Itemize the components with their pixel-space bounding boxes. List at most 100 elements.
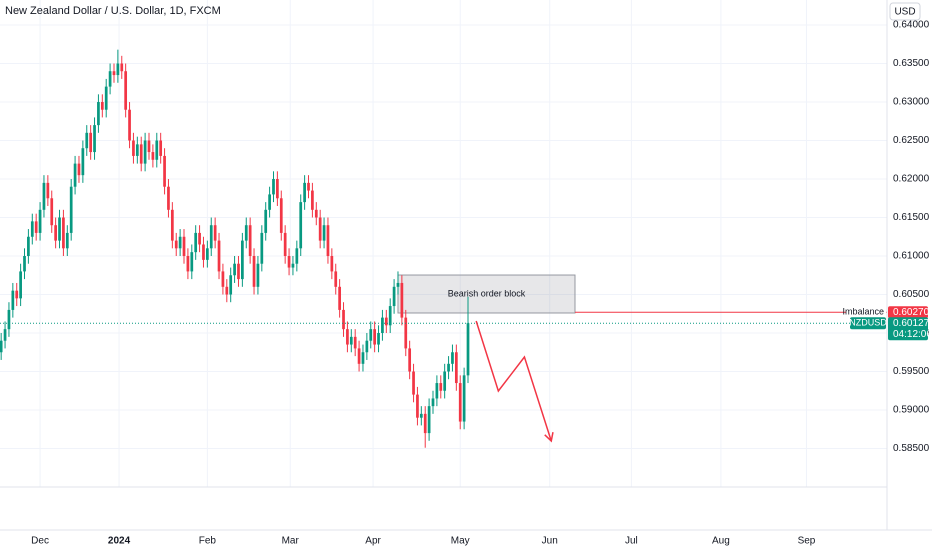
candle-body (213, 225, 217, 241)
candle-body (295, 248, 299, 264)
candle-body (272, 179, 275, 195)
candle-body (283, 232, 287, 257)
candle-body (3, 329, 7, 341)
candle-body (256, 263, 260, 287)
candle-body (132, 140, 135, 156)
candle-body (384, 317, 388, 326)
candle-body (19, 271, 22, 299)
candle-body (287, 256, 291, 268)
candle-body (167, 186, 170, 210)
candle-body (217, 240, 221, 272)
candle-body (23, 256, 26, 272)
imbalance-price: 0.60270 (893, 307, 930, 318)
projection-arrowhead (544, 432, 554, 443)
imbalance-price-tag (888, 306, 928, 319)
candle-body (408, 348, 412, 372)
candle-body (326, 225, 330, 257)
candle-body (334, 271, 338, 287)
candle-body (454, 352, 458, 384)
candle-body (279, 198, 283, 233)
candle-body (248, 225, 252, 257)
candle-body (447, 363, 450, 372)
candle-body (439, 383, 443, 391)
x-tick-label: 2024 (108, 536, 131, 547)
x-tick-label: Jul (625, 536, 638, 547)
x-tick-label: Dec (31, 536, 49, 547)
candle-body (346, 329, 349, 345)
candle-body (338, 286, 341, 310)
order-block-label: Bearish order block (448, 288, 526, 298)
candle-body (54, 225, 57, 241)
candle-body (435, 383, 439, 399)
candle-body (291, 263, 295, 268)
candle-body (89, 132, 93, 153)
candle-body (34, 221, 38, 233)
candle-body (276, 179, 279, 199)
candle-body (135, 144, 139, 156)
candle-body (69, 186, 73, 233)
candle-body (209, 225, 213, 249)
candle-body (205, 248, 209, 260)
y-tick-label: 0.62500 (893, 135, 930, 146)
imbalance-name: Imbalance (842, 307, 884, 317)
countdown: 04:12:06 (893, 329, 932, 340)
candle-body (307, 182, 310, 191)
x-tick-label: Mar (282, 536, 300, 547)
candle-body (303, 182, 306, 203)
currency-button[interactable] (889, 2, 921, 21)
candle-body (431, 398, 435, 407)
candle-body (104, 86, 108, 110)
candle-body (443, 371, 447, 391)
candle-body (93, 125, 96, 153)
x-tick-label: Feb (199, 536, 217, 547)
y-tick-label: 0.59000 (893, 405, 930, 416)
candle-body (7, 309, 11, 330)
y-tick-label: 0.58500 (893, 443, 930, 454)
candle-body (58, 217, 61, 241)
candle-body (27, 236, 30, 257)
candle-body (100, 102, 104, 110)
candle-body (174, 240, 178, 249)
candle-body (77, 163, 81, 176)
candle-body (182, 236, 186, 257)
candle-body (396, 282, 400, 287)
candle-body (404, 317, 408, 349)
candle-body (81, 148, 85, 176)
y-tick-label: 0.59500 (893, 366, 930, 377)
x-tick-label: Sep (798, 536, 816, 547)
y-tick-label: 0.61500 (893, 212, 930, 223)
candle-body (311, 190, 314, 210)
candle-body (190, 252, 194, 272)
candle-body (143, 140, 147, 164)
candle-body (412, 371, 415, 395)
candle-body (252, 256, 256, 287)
candle-body (388, 306, 392, 326)
y-tick-label: 0.63500 (893, 58, 930, 69)
candle-body (237, 263, 240, 280)
candle-body (151, 152, 155, 160)
candle-body (244, 225, 248, 241)
last-price: 0.60127 (893, 318, 930, 329)
symbol-name: NZDUSD (849, 318, 887, 328)
x-tick-label: Aug (712, 536, 730, 547)
candle-body (62, 217, 65, 249)
candle-body (268, 194, 271, 210)
candle-body (15, 290, 19, 299)
candle-body (155, 140, 159, 160)
candle-body (198, 232, 201, 245)
candle-body (170, 209, 174, 241)
y-tick-label: 0.64000 (893, 20, 930, 31)
candle-body (120, 63, 124, 72)
currency-label[interactable]: USD (894, 7, 915, 18)
candle-body (361, 352, 365, 364)
candle-body (46, 182, 50, 199)
candle-body (159, 140, 163, 156)
candle-body (365, 340, 369, 353)
candle-body (108, 71, 112, 87)
candle-body (147, 140, 151, 153)
candle-body (381, 317, 384, 334)
imbalance-name-tag (846, 306, 886, 319)
candle-body (186, 256, 190, 272)
candle-body (419, 413, 423, 418)
